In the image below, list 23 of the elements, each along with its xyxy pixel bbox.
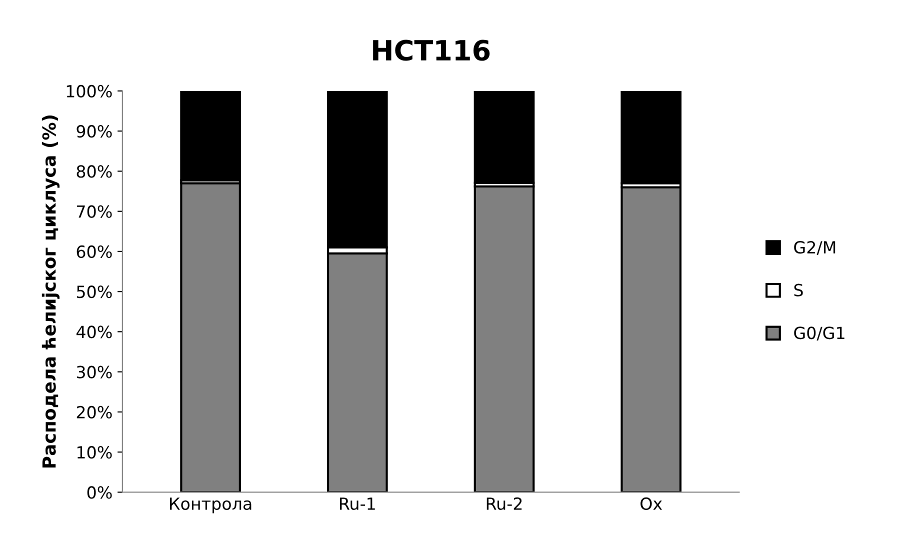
- y-tick-label: 20%: [76, 406, 112, 419]
- y-axis-title: Расподела ћелијског циклуса (%): [42, 116, 60, 468]
- y-tick-label: 60%: [76, 245, 112, 258]
- y-tick-label: 80%: [76, 165, 112, 178]
- bar: [180, 90, 241, 182]
- y-tick-label: 30%: [76, 366, 112, 378]
- bar: [474, 90, 535, 184]
- y-tick-label: 0%: [87, 486, 112, 499]
- chart-title: HCT116: [373, 40, 490, 61]
- y-tick-label: 10%: [78, 446, 112, 459]
- bar: [620, 90, 682, 184]
- legend-label: S: [794, 284, 803, 296]
- x-tick-label: Ox: [640, 497, 662, 510]
- y-tick-label: 70%: [77, 205, 112, 218]
- y-tick-label: 100%: [66, 84, 112, 98]
- y-tick-label: 40%: [76, 326, 112, 338]
- legend-label: G2/M: [794, 241, 836, 255]
- legend-label: G0/G1: [794, 326, 844, 341]
- y-tick-label: 50%: [76, 286, 112, 298]
- x-tick-label: Ru-2: [486, 497, 522, 510]
- x-tick-label: Ru-1: [340, 498, 375, 510]
- x-tick-label: Контрола: [170, 498, 252, 514]
- y-tick-label: 90%: [76, 125, 112, 138]
